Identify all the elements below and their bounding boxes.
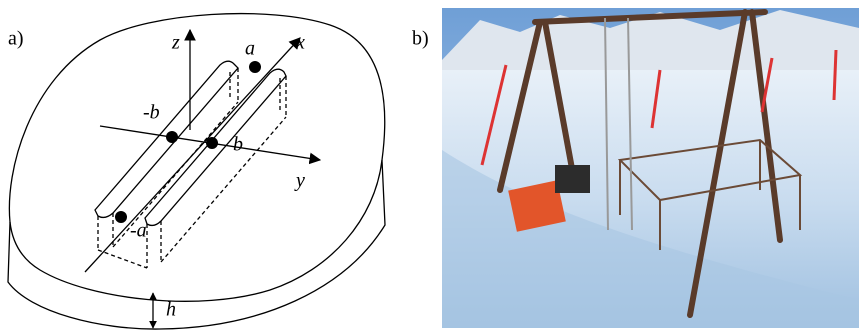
thickness-label: h xyxy=(166,299,176,321)
panel-label: b) xyxy=(412,28,429,50)
point-label: a xyxy=(245,38,255,60)
point-label: -b xyxy=(143,102,160,124)
photo xyxy=(442,8,859,328)
point-label: -a xyxy=(130,220,147,242)
panel-label: a) xyxy=(8,28,24,50)
axis-label: z xyxy=(171,32,180,54)
point-label: b xyxy=(233,134,243,156)
figure: a) z x y a -b b -a h b) xyxy=(0,0,859,332)
axis-label: y xyxy=(294,170,305,192)
axis-label: x xyxy=(295,32,305,54)
